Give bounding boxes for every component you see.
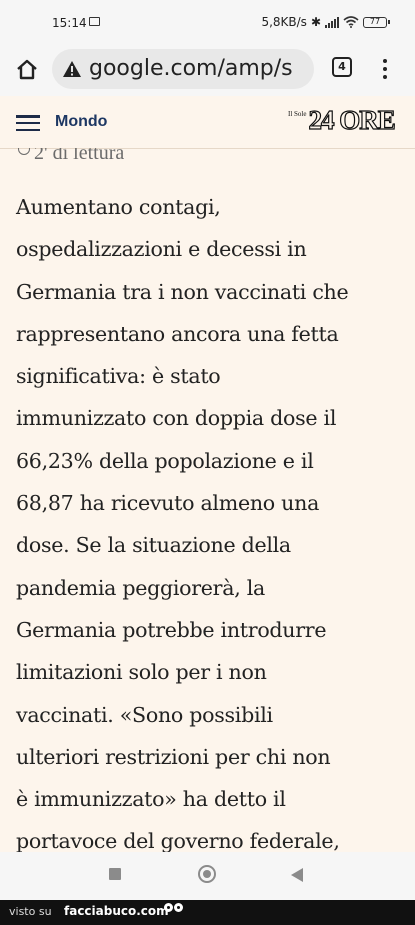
status-time: 15:14 — [52, 16, 87, 30]
battery-icon: 77 — [363, 16, 390, 28]
section-link[interactable]: Mondo — [55, 113, 108, 130]
wifi-icon — [343, 16, 359, 28]
reading-time: 2' di lettura — [18, 148, 124, 165]
watermark-prefix: visto su — [9, 905, 52, 918]
menu-dot — [383, 67, 387, 71]
article-body: Aumentano contagi, ospedalizzazioni e de… — [16, 195, 349, 852]
menu-dot — [383, 59, 387, 63]
home-button[interactable] — [14, 57, 40, 83]
bluetooth-icon: ✱ — [310, 15, 321, 29]
reading-time-text: 2' di lettura — [34, 148, 125, 164]
status-indicators: 5,8KB/s ✱ 77 — [261, 15, 390, 29]
tab-switcher-button[interactable]: 4 — [332, 57, 352, 77]
signal-icon — [325, 16, 339, 28]
logo-big-text: 24 ORE — [308, 105, 396, 135]
home-nav-button[interactable] — [198, 865, 216, 883]
watermark-bar: visto su facciabuco.com — [0, 900, 415, 925]
browser-toolbar: google.com/amp/s 4 — [0, 44, 415, 96]
warning-icon — [63, 61, 81, 77]
clock-icon — [18, 148, 30, 155]
url-text: google.com/amp/s — [89, 56, 293, 81]
logo-small-text: Il Sole — [288, 110, 307, 118]
calendar-icon — [89, 17, 100, 26]
recents-button[interactable] — [109, 868, 121, 880]
status-bar: 15:14 5,8KB/s ✱ 77 — [0, 0, 415, 44]
watermark-site: facciabuco.com — [64, 904, 169, 918]
back-button[interactable] — [291, 868, 303, 882]
hamburger-menu-icon[interactable] — [16, 115, 40, 131]
home-icon — [17, 59, 37, 80]
network-speed: 5,8KB/s — [261, 15, 307, 29]
article-content: 2' di lettura Aumentano contagi, ospedal… — [0, 148, 415, 852]
menu-dot — [383, 75, 387, 79]
overflow-menu-button[interactable] — [375, 56, 395, 82]
site-header: Mondo Il Sole 24 ORE — [0, 96, 415, 149]
url-bar[interactable]: google.com/amp/s — [52, 49, 314, 89]
eyes-icon — [164, 903, 183, 912]
site-logo[interactable]: Il Sole 24 ORE — [288, 105, 396, 135]
